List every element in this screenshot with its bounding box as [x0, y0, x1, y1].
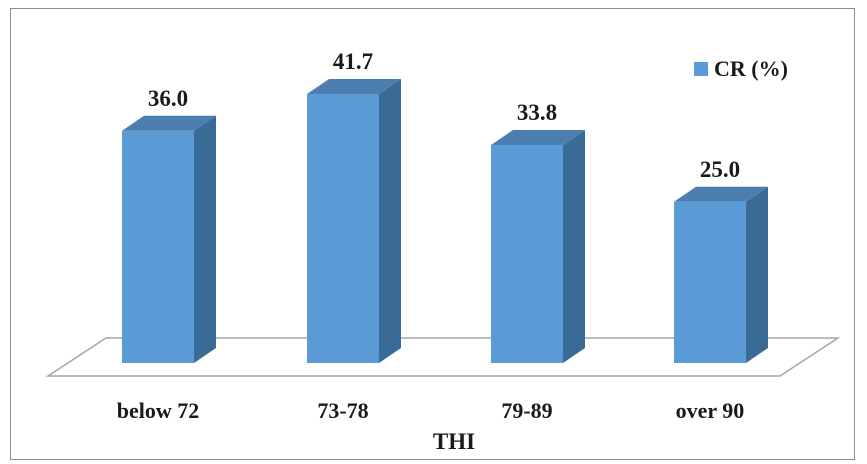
bar-side: [746, 186, 768, 363]
bar-top: [491, 129, 585, 145]
bar-front: [307, 94, 379, 363]
bar-front: [674, 201, 746, 363]
data-label: 25.0: [700, 157, 740, 182]
legend-swatch: [694, 62, 708, 76]
bar-side: [379, 79, 401, 363]
data-label: 41.7: [333, 49, 373, 74]
bar-front: [122, 130, 194, 363]
bar-top: [307, 79, 401, 95]
x-tick-label: 73-78: [317, 398, 368, 423]
bar-below-72: [122, 115, 216, 363]
x-tick-label: below 72: [117, 398, 200, 423]
bar-73-78: [307, 79, 401, 363]
bar-over-90: [674, 186, 768, 363]
bar-top: [674, 186, 768, 202]
bar-79-89: [491, 129, 585, 363]
bar-front: [491, 144, 563, 363]
data-label: 33.8: [517, 100, 557, 125]
x-tick-label: 79-89: [501, 398, 552, 423]
chart-floor: [45, 337, 841, 377]
x-axis-title: THI: [433, 429, 475, 454]
bar-side: [194, 115, 216, 363]
data-label: 36.0: [148, 86, 188, 111]
bar-top: [122, 115, 216, 131]
x-tick-label: over 90: [676, 398, 745, 423]
legend-label: CR (%): [714, 56, 788, 81]
legend: CR (%): [694, 56, 788, 81]
bar-side: [563, 129, 585, 363]
